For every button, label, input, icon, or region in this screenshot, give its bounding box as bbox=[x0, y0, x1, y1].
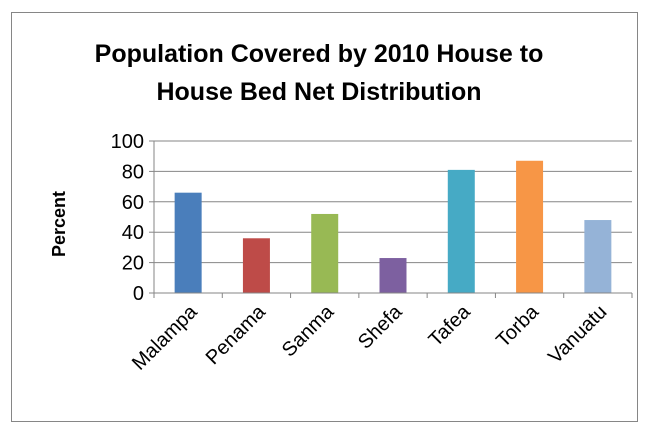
x-tick-label-vanuatu: Vanuatu bbox=[544, 301, 611, 368]
bar-tafea bbox=[447, 169, 475, 293]
chart-title-line-2: House Bed Net Distribution bbox=[156, 78, 481, 106]
axes bbox=[149, 140, 633, 298]
bar-penama bbox=[242, 238, 270, 293]
x-tick-label-torba: Torba bbox=[492, 300, 544, 352]
x-tick-label-tafea: Tafea bbox=[425, 300, 476, 351]
y-tick-label: 40 bbox=[122, 222, 144, 244]
gridlines bbox=[154, 140, 632, 264]
x-tick-label-malampa: Malampa bbox=[128, 300, 202, 374]
y-tick-label: 80 bbox=[122, 161, 144, 183]
bar-sanma bbox=[311, 213, 339, 293]
bar-malampa bbox=[174, 192, 202, 293]
y-tick-label: 60 bbox=[122, 192, 144, 214]
x-tick-label-shefa: Shefa bbox=[354, 300, 407, 353]
y-tick-label: 100 bbox=[111, 131, 144, 153]
bar-torba bbox=[516, 160, 544, 293]
x-tick-label-penama: Penama bbox=[202, 300, 271, 369]
y-tick-label: 0 bbox=[133, 283, 144, 305]
chart-title-line-1: Population Covered by 2010 House to bbox=[95, 40, 544, 68]
bar-vanuatu bbox=[584, 220, 612, 293]
x-tick-label-sanma: Sanma bbox=[278, 300, 339, 361]
y-tick-label: 20 bbox=[122, 253, 144, 275]
bars bbox=[174, 160, 612, 293]
bar-shefa bbox=[379, 258, 407, 293]
y-axis-title: Percent bbox=[49, 191, 69, 257]
